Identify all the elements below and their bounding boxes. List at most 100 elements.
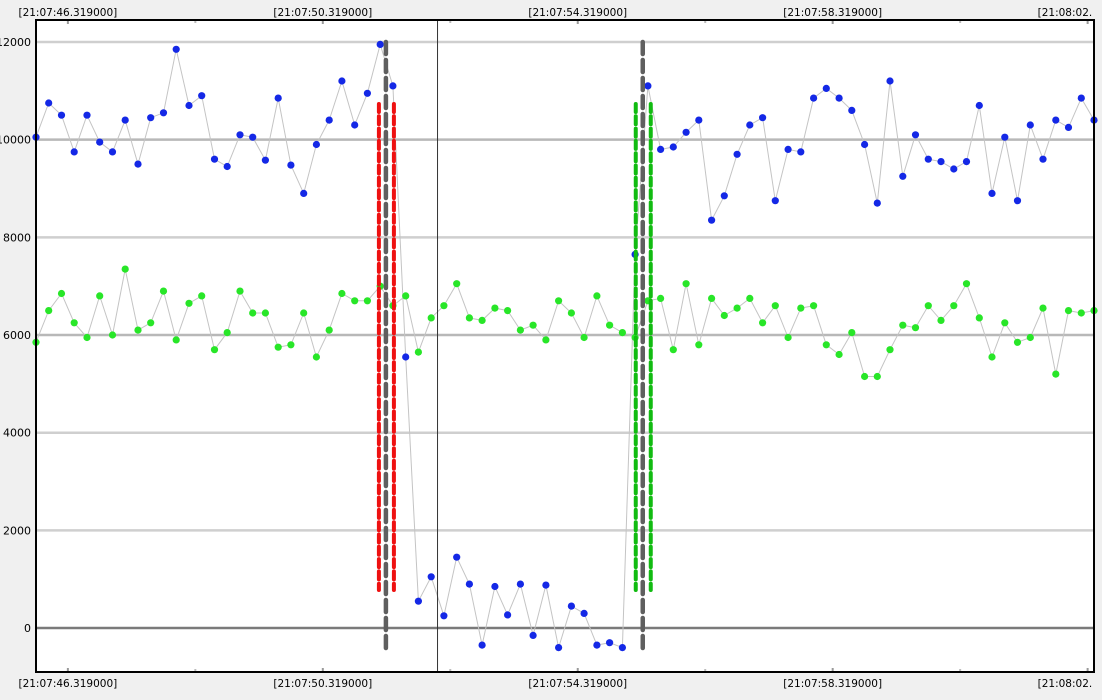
data-point-series-1 (427, 573, 435, 581)
data-point-series-2 (223, 329, 231, 337)
data-point-series-2 (759, 319, 767, 327)
data-point-series-2 (567, 309, 576, 317)
data-point-series-2 (555, 297, 563, 305)
data-point-series-2 (121, 265, 129, 273)
data-point-series-1 (121, 116, 129, 124)
data-point-series-2 (1077, 309, 1085, 317)
data-point-series-1 (669, 143, 677, 151)
data-points (32, 40, 1098, 652)
data-point-series-1 (453, 553, 461, 561)
data-point-series-2 (83, 333, 91, 342)
data-point-series-1 (325, 116, 333, 124)
data-point-series-2 (771, 302, 779, 310)
data-point-series-1 (695, 116, 703, 124)
data-point-series-1 (759, 114, 767, 122)
data-point-series-1 (542, 581, 550, 589)
data-point-series-2 (1039, 304, 1047, 312)
data-point-series-1 (134, 160, 142, 168)
data-point-series-2 (784, 333, 792, 342)
data-point-series-2 (172, 336, 180, 344)
data-point-series-1 (988, 189, 996, 197)
series-line-2 (35, 268, 1095, 377)
data-point-series-1 (567, 602, 576, 610)
data-point-series-1 (172, 45, 180, 53)
data-point-series-1 (580, 609, 588, 618)
data-point-series-1 (351, 121, 359, 129)
data-point-series-1 (708, 216, 716, 224)
data-point-series-1 (746, 121, 754, 129)
data-point-series-2 (580, 333, 588, 342)
series-lines (35, 42, 1095, 649)
data-point-series-1 (797, 148, 805, 156)
data-point-series-1 (261, 156, 269, 164)
data-point-series-1 (911, 131, 920, 139)
data-point-series-1 (682, 128, 690, 136)
y-tick-label: 12000 (0, 36, 31, 49)
data-point-series-2 (911, 324, 920, 332)
data-point-series-1 (491, 582, 499, 591)
data-point-series-2 (312, 353, 320, 361)
data-point-series-2 (402, 292, 410, 300)
data-point-series-1 (198, 92, 206, 100)
data-point-series-1 (873, 199, 881, 207)
data-point-series-2 (822, 341, 830, 349)
data-point-series-1 (644, 82, 652, 90)
data-point-series-2 (810, 302, 818, 310)
data-point-series-1 (185, 101, 193, 110)
event-markers[interactable] (376, 39, 653, 655)
data-point-series-2 (1052, 370, 1060, 378)
plot-area[interactable] (36, 20, 1094, 672)
data-point-series-1 (440, 612, 448, 620)
data-point-series-1 (504, 611, 512, 619)
data-point-series-1 (848, 106, 856, 114)
data-point-series-2 (937, 316, 945, 324)
data-point-series-2 (1026, 333, 1034, 342)
data-point-series-1 (478, 641, 486, 649)
data-point-series-1 (70, 148, 78, 156)
y-tick-label: 8000 (3, 231, 31, 244)
data-point-series-1 (159, 109, 168, 117)
data-point-series-1 (606, 639, 614, 647)
y-tick-label: 4000 (3, 427, 31, 440)
data-point-series-1 (516, 580, 525, 588)
x-tick-label-top: [21:07:54.319000] (528, 7, 627, 19)
data-point-series-2 (835, 350, 843, 359)
top-axis: [21:07:46.319000] [21:07:50.319000] [21:07… (18, 7, 1092, 24)
data-point-series-2 (529, 321, 537, 329)
x-tick-label-top: [21:07:50.319000] (273, 7, 372, 19)
data-point-series-2 (363, 297, 371, 305)
data-point-series-2 (975, 314, 983, 322)
data-point-series-1 (1001, 133, 1009, 141)
data-point-series-2 (962, 280, 971, 288)
data-point-series-2 (873, 372, 881, 381)
data-point-series-2 (287, 341, 295, 349)
data-point-series-2 (453, 280, 461, 288)
data-point-series-1 (376, 40, 384, 49)
data-point-series-1 (147, 114, 155, 122)
data-point-series-1 (236, 131, 244, 139)
x-tick-label-bottom: [21:07:54.319000] (528, 678, 627, 690)
data-point-series-1 (962, 158, 971, 166)
data-point-series-2 (274, 343, 282, 351)
data-point-series-2 (210, 346, 219, 354)
data-point-series-1 (363, 89, 371, 97)
data-point-series-1 (210, 155, 219, 163)
data-point-series-2 (504, 307, 512, 315)
data-point-series-2 (657, 294, 665, 302)
data-point-series-2 (236, 287, 244, 295)
x-tick-label-top: [21:07:46.319000] (18, 7, 117, 19)
data-point-series-1 (108, 148, 117, 156)
data-point-series-2 (440, 302, 448, 310)
data-point-series-1 (274, 94, 282, 102)
data-point-series-1 (937, 158, 945, 166)
y-tick-label: 2000 (3, 524, 31, 537)
data-point-series-1 (924, 155, 932, 163)
y-tick-label: 10000 (0, 134, 31, 147)
data-point-series-1 (57, 111, 66, 119)
data-point-series-2 (185, 299, 193, 307)
data-point-series-1 (465, 580, 473, 588)
bottom-axis: [21:07:46.319000] [21:07:50.319000] [21:07… (18, 668, 1092, 690)
data-point-series-1 (83, 111, 91, 119)
